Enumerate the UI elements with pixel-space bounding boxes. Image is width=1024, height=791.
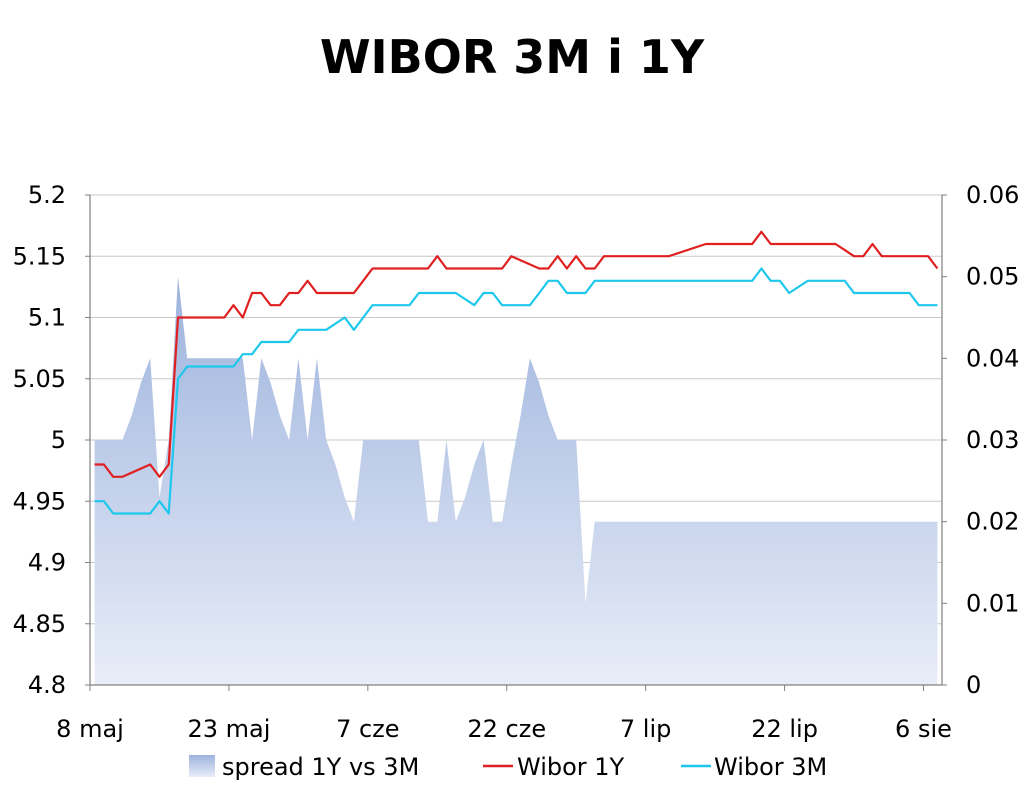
x-tick-label: 7 cze: [336, 715, 399, 743]
y-left-tick-label: 4.95: [13, 487, 66, 515]
spread-area-layer: [94, 276, 938, 685]
y-right-tick-label: 0.06: [966, 181, 1019, 209]
y-left-tick-label: 5.1: [28, 304, 66, 332]
x-tick-label: 22 lip: [751, 715, 818, 743]
line-series-layer: [94, 230, 939, 515]
tick-labels: 5.2 5.15 5.1 5.05 5 4.95 4.9 4.85 4.8 0.06 0.05 0.0…: [13, 181, 1020, 743]
y-left-tick-label: 4.85: [13, 610, 66, 638]
y-right-tick-label: 0.01: [966, 589, 1019, 617]
y-left-tick-label: 5: [51, 426, 66, 454]
x-tick-label: 6 sie: [895, 715, 952, 743]
legend-label-spread: spread 1Y vs 3M: [222, 753, 419, 781]
legend: spread 1Y vs 3M Wibor 1Y Wibor 3M: [189, 753, 827, 781]
y-left-tick-label: 5.2: [28, 181, 66, 209]
chart-title: WIBOR 3M i 1Y: [319, 30, 705, 84]
y-right-tick-label: 0: [966, 671, 981, 699]
x-tick-label: 7 lip: [620, 715, 671, 743]
y-left-tick-label: 5.05: [13, 365, 66, 393]
series-line-wibor-3m: [94, 267, 938, 515]
legend-label-wibor-3m: Wibor 3M: [714, 753, 827, 781]
legend-label-wibor-1y: Wibor 1Y: [517, 753, 625, 781]
y-right-tick-label: 0.04: [966, 344, 1019, 372]
x-tick-label: 8 maj: [56, 715, 124, 743]
series-line-wibor-1y: [94, 230, 939, 478]
y-left-tick-label: 4.8: [28, 671, 66, 699]
y-left-tick-label: 5.15: [13, 242, 66, 270]
x-tick-label: 23 maj: [187, 715, 270, 743]
y-right-tick-label: 0.05: [966, 263, 1019, 291]
x-tick-label: 22 cze: [467, 715, 546, 743]
y-right-tick-label: 0.03: [966, 426, 1019, 454]
legend-swatch-spread: [189, 755, 215, 777]
y-left-tick-label: 4.9: [28, 549, 66, 577]
axes: [85, 194, 947, 691]
series-area-spread-1y-vs-3m: [94, 276, 938, 685]
y-right-tick-label: 0.02: [966, 508, 1019, 536]
